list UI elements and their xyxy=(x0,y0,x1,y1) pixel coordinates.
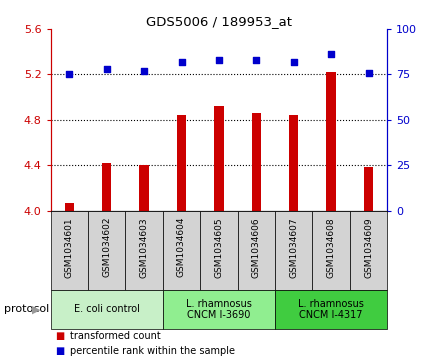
Bar xyxy=(289,115,298,363)
Text: protocol: protocol xyxy=(4,305,50,314)
Bar xyxy=(364,167,373,363)
Bar xyxy=(51,290,163,329)
Bar xyxy=(252,113,261,363)
Bar xyxy=(312,211,350,290)
Bar xyxy=(163,290,275,329)
Text: L. rhamnosus
CNCM I-4317: L. rhamnosus CNCM I-4317 xyxy=(298,299,364,320)
Text: GSM1034603: GSM1034603 xyxy=(139,217,149,278)
Bar xyxy=(238,211,275,290)
Title: GDS5006 / 189953_at: GDS5006 / 189953_at xyxy=(146,15,292,28)
Bar xyxy=(350,211,387,290)
Bar xyxy=(102,163,111,363)
Point xyxy=(66,72,73,77)
Bar xyxy=(177,115,186,363)
Bar xyxy=(163,211,200,290)
Text: ■: ■ xyxy=(55,331,64,341)
Bar xyxy=(139,165,149,363)
Point xyxy=(141,68,148,74)
Bar xyxy=(275,211,312,290)
Text: L. rhamnosus
CNCM I-3690: L. rhamnosus CNCM I-3690 xyxy=(186,299,252,320)
Point xyxy=(365,70,372,76)
Point xyxy=(253,57,260,63)
Bar xyxy=(88,211,125,290)
Bar xyxy=(275,290,387,329)
Text: GSM1034609: GSM1034609 xyxy=(364,217,373,278)
Text: E. coli control: E. coli control xyxy=(74,305,139,314)
Text: GSM1034604: GSM1034604 xyxy=(177,217,186,277)
Bar xyxy=(214,106,224,363)
Text: ■: ■ xyxy=(55,346,64,356)
Text: transformed count: transformed count xyxy=(70,331,161,341)
Text: GSM1034602: GSM1034602 xyxy=(102,217,111,277)
Point xyxy=(216,57,222,63)
Point xyxy=(178,59,185,65)
Point xyxy=(103,66,110,72)
Text: GSM1034608: GSM1034608 xyxy=(326,217,336,278)
Bar xyxy=(125,211,163,290)
Text: GSM1034607: GSM1034607 xyxy=(289,217,298,278)
Bar xyxy=(326,72,336,363)
Point xyxy=(327,52,335,57)
Text: GSM1034605: GSM1034605 xyxy=(214,217,224,278)
Text: percentile rank within the sample: percentile rank within the sample xyxy=(70,346,235,356)
Text: GSM1034606: GSM1034606 xyxy=(252,217,261,278)
Point xyxy=(290,59,297,65)
Text: ▶: ▶ xyxy=(32,305,40,314)
Bar xyxy=(65,203,74,363)
Bar xyxy=(51,211,88,290)
Bar xyxy=(200,211,238,290)
Text: GSM1034601: GSM1034601 xyxy=(65,217,74,278)
